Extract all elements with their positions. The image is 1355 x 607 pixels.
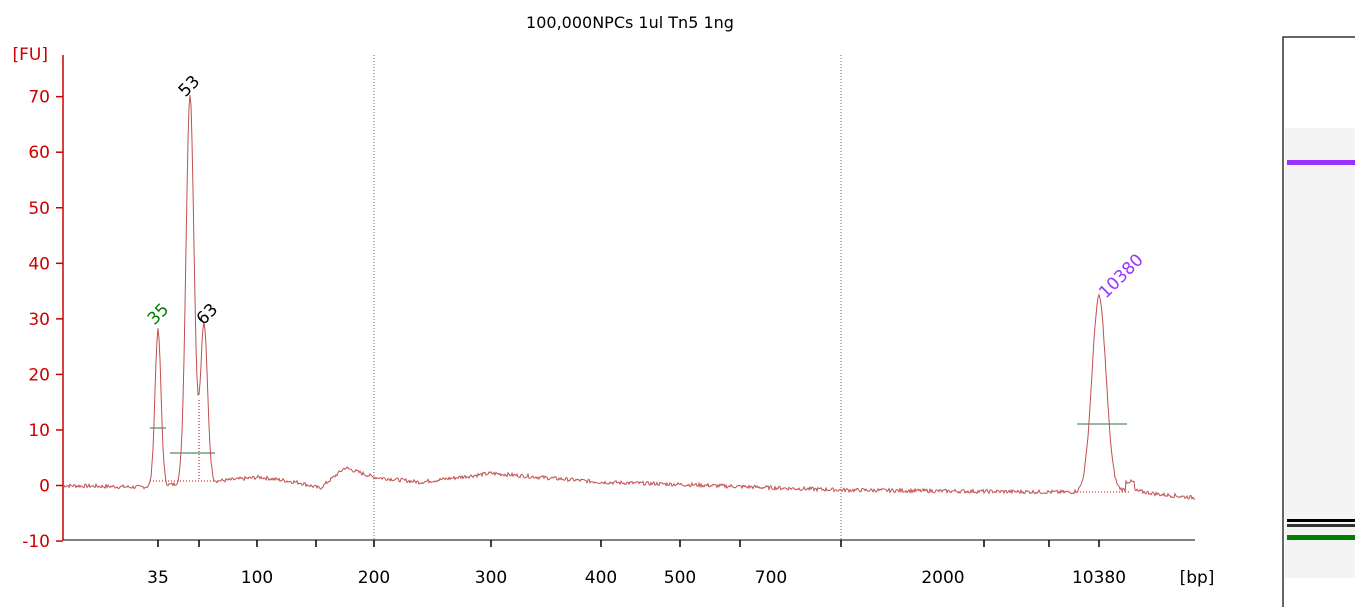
gel-lane-background — [1285, 128, 1355, 578]
y-tick-label: 40 — [28, 254, 50, 274]
y-tick-label: 60 — [28, 143, 50, 163]
peak-label: 10380 — [1095, 250, 1147, 302]
x-tick-label: 10380 — [1072, 568, 1126, 588]
peak-baselines — [150, 400, 1130, 493]
chart-title: 100,000NPCs 1ul Tn5 1ng — [526, 13, 734, 32]
gel-upper-marker-band — [1287, 160, 1355, 165]
y-axis-label: [FU] — [13, 45, 49, 65]
y-tick-label: -10 — [22, 532, 50, 552]
x-tick-label: 400 — [585, 568, 617, 588]
peak-label: 53 — [175, 72, 204, 101]
peak-labels: 35 53 63 10380 — [144, 72, 1148, 329]
x-tick-label: 500 — [664, 568, 696, 588]
peak-label: 35 — [144, 300, 173, 329]
gel-sample-band — [1287, 524, 1355, 527]
y-ticks: -10 0 10 20 30 40 50 60 70 — [22, 88, 63, 552]
y-tick-label: 70 — [28, 88, 50, 108]
y-tick-label: 10 — [28, 421, 50, 441]
x-tick-label: 200 — [358, 568, 390, 588]
x-tick-label: 2000 — [921, 568, 964, 588]
x-axis-label: [bp] — [1180, 568, 1215, 588]
x-tick-label: 100 — [241, 568, 273, 588]
gel-lower-marker-band — [1287, 535, 1355, 540]
trace-line — [62, 94, 1196, 500]
y-tick-label: 0 — [39, 477, 50, 497]
y-tick-label: 50 — [28, 199, 50, 219]
x-ticks: 35 100 200 300 400 500 700 2000 10380 — [147, 540, 1126, 588]
gel-lane — [1282, 36, 1355, 607]
gel-sample-band — [1287, 519, 1355, 522]
x-tick-label: 300 — [475, 568, 507, 588]
x-tick-label: 700 — [755, 568, 787, 588]
axes: [FU] [bp] — [13, 45, 1215, 588]
y-tick-label: 20 — [28, 365, 50, 385]
peak-label: 63 — [193, 300, 222, 329]
x-tick-label: 35 — [147, 568, 169, 588]
y-tick-label: 30 — [28, 310, 50, 330]
